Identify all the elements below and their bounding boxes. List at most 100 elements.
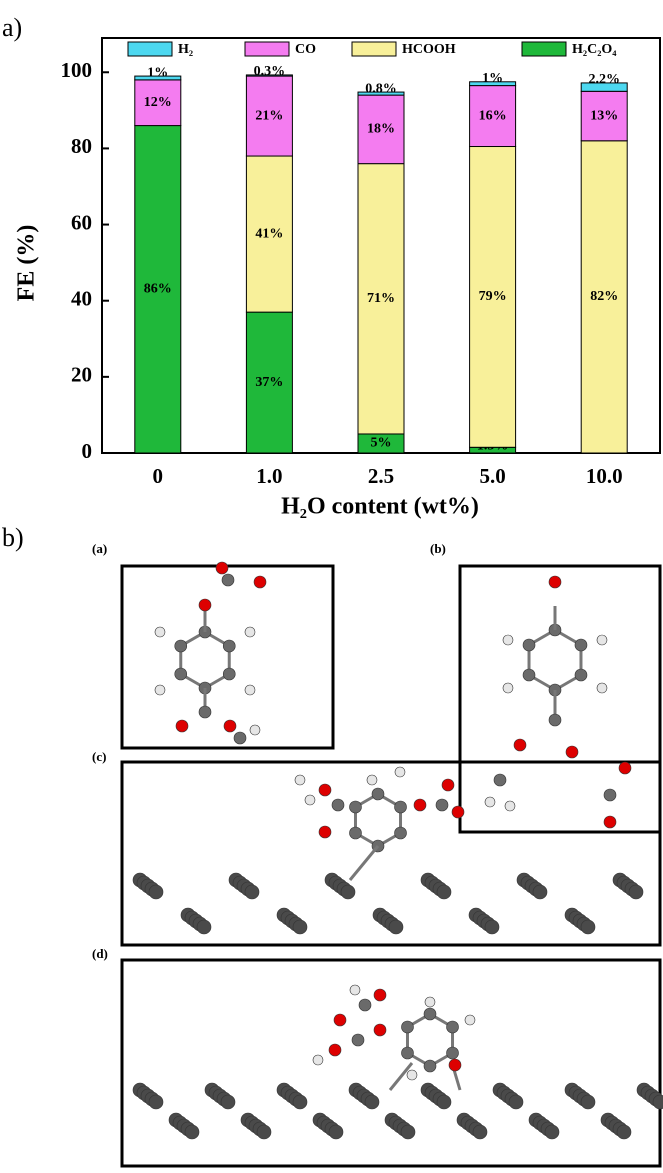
- atom: [155, 627, 165, 637]
- atom: [424, 1060, 436, 1072]
- y-tick-label: 20: [71, 363, 92, 387]
- atom: [199, 706, 211, 718]
- atom: [549, 714, 561, 726]
- atom: [485, 797, 495, 807]
- legend-swatch: [128, 42, 172, 56]
- atom: [176, 720, 188, 732]
- value-label: 37%: [255, 375, 283, 390]
- structure-label: (d): [92, 946, 108, 961]
- atom: [149, 885, 163, 899]
- atom: [329, 1044, 341, 1056]
- atom: [334, 1014, 346, 1026]
- value-label: 2.2%: [588, 72, 620, 87]
- atom: [581, 1095, 595, 1109]
- value-label: 1%: [147, 65, 168, 80]
- value-label: 82%: [590, 289, 618, 304]
- legend-swatch: [522, 42, 566, 56]
- x-tick-label: 0: [153, 464, 164, 488]
- atom: [254, 576, 266, 588]
- x-tick-label: 1.0: [256, 464, 282, 488]
- y-tick-label: 0: [82, 439, 93, 463]
- value-label: 12%: [144, 95, 172, 110]
- figure: a) b) FE (%) H₂O content (wt%) (a) (b) (…: [0, 0, 663, 1168]
- atom: [295, 775, 305, 785]
- atom: [349, 801, 361, 813]
- atom: [319, 784, 331, 796]
- atom: [545, 1125, 559, 1139]
- atom: [485, 920, 499, 934]
- atom: [604, 789, 616, 801]
- atom: [437, 1095, 451, 1109]
- atom: [407, 1070, 417, 1080]
- atom: [401, 1021, 413, 1033]
- value-label: 16%: [479, 108, 507, 123]
- atom: [216, 562, 228, 574]
- atom: [374, 1024, 386, 1036]
- panel-label: a): [2, 13, 22, 42]
- atom: [436, 799, 448, 811]
- atom: [257, 1125, 271, 1139]
- atom: [223, 668, 235, 680]
- atom: [234, 732, 246, 744]
- value-label: 18%: [367, 122, 395, 137]
- atom: [221, 1095, 235, 1109]
- atom: [523, 669, 535, 681]
- atom: [395, 827, 407, 839]
- value-label: 71%: [367, 291, 395, 306]
- panel-label: b): [2, 523, 24, 552]
- atom: [175, 668, 187, 680]
- value-label: 41%: [255, 226, 283, 241]
- atom: [313, 1055, 323, 1065]
- atom: [523, 639, 535, 651]
- atom: [452, 806, 464, 818]
- y-axis-title: FE (%): [14, 225, 40, 302]
- atom: [365, 1095, 379, 1109]
- y-tick-label: 60: [71, 210, 92, 234]
- x-tick-label: 2.5: [368, 464, 394, 488]
- structure-label: (c): [92, 749, 106, 764]
- legend-label: HCOOH: [402, 42, 456, 57]
- legend-swatch: [245, 42, 289, 56]
- atom: [372, 788, 384, 800]
- atom: [199, 599, 211, 611]
- atom: [155, 685, 165, 695]
- value-label: 0.3%: [254, 64, 286, 79]
- value-label: 13%: [590, 108, 618, 123]
- structure-box: [460, 566, 660, 832]
- value-label: 0.8%: [365, 81, 397, 96]
- atom: [447, 1021, 459, 1033]
- atom: [597, 683, 607, 693]
- atom: [222, 574, 234, 586]
- atom: [245, 885, 259, 899]
- atom: [245, 685, 255, 695]
- value-label: 86%: [144, 282, 172, 297]
- atom: [514, 739, 526, 751]
- atom: [332, 799, 344, 811]
- atom: [503, 683, 513, 693]
- atom: [250, 725, 260, 735]
- atom: [597, 635, 607, 645]
- atom: [389, 920, 403, 934]
- y-tick-label: 80: [71, 134, 92, 158]
- atom: [424, 1008, 436, 1020]
- atom: [341, 885, 355, 899]
- atom: [401, 1125, 415, 1139]
- atom: [395, 767, 405, 777]
- y-tick-label: 100: [61, 58, 93, 82]
- legend-label: H₂C₂O₄: [572, 42, 617, 57]
- bond: [350, 846, 378, 880]
- atom: [617, 1125, 631, 1139]
- atom: [465, 1015, 475, 1025]
- atom: [449, 1059, 461, 1071]
- x-axis-title: H₂O content (wt%): [281, 494, 479, 520]
- legend-label: CO: [295, 42, 316, 57]
- atom: [629, 885, 643, 899]
- atom: [425, 997, 435, 1007]
- atom: [473, 1125, 487, 1139]
- atom: [185, 1125, 199, 1139]
- atom: [175, 640, 187, 652]
- atom: [442, 779, 454, 791]
- atom: [245, 627, 255, 637]
- atom: [503, 635, 513, 645]
- legend-swatch: [352, 42, 396, 56]
